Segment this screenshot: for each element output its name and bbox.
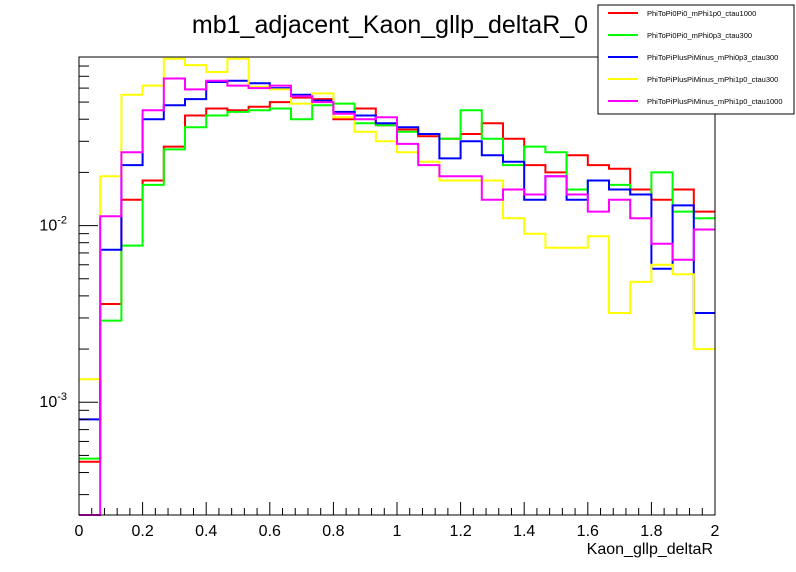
y-axis: 10-3 10-2 [39,56,98,496]
x-tick-label: 0.2 [131,523,153,540]
legend-entries: PhiToPi0Pi0_mPhi1p0_ctau1000 PhiToPi0Pi0_… [608,9,783,106]
legend-label-3: PhiToPiPlusPiMinus_mPhi0p3_ctau300 [647,53,778,62]
x-axis-label: Kaon_gllp_deltaR [587,541,713,558]
x-tick-label: 0.6 [259,523,281,540]
y-tick-label: 10-3 [39,391,67,411]
x-tick-label: 0.8 [322,523,344,540]
legend: PhiToPi0Pi0_mPhi1p0_ctau1000 PhiToPi0Pi0_… [597,4,795,115]
x-tick-label: 1.2 [449,523,471,540]
x-tick-label: 1.6 [577,523,599,540]
x-tick-label: 2 [711,523,720,540]
legend-label-5: PhiToPiPlusPiMinus_mPhi1p0_ctau1000 [647,97,783,106]
legend-label-1: PhiToPi0Pi0_mPhi1p0_ctau1000 [647,9,756,18]
series-line-4 [79,57,715,381]
series-layer [79,57,715,516]
x-tick-label: 0.4 [195,523,217,540]
legend-box [597,4,795,115]
x-tick-label: 0 [75,523,84,540]
x-tick-label: 1.4 [513,523,535,540]
series-line-5 [79,77,715,516]
chart-title: mb1_adjacent_Kaon_gllp_deltaR_0 [192,11,588,39]
x-tick-label: 1 [393,523,402,540]
x-tick-label: 1.8 [640,523,662,540]
y-tick-label: 10-2 [39,215,67,235]
x-axis: 0 0.2 0.4 0.6 0.8 1 1.2 1.4 1.6 1.8 2 [75,502,720,540]
legend-label-4: PhiToPiPlusPiMinus_mPhi1p0_ctau300 [647,75,778,84]
legend-label-2: PhiToPi0Pi0_mPhi0p3_ctau300 [647,31,752,40]
